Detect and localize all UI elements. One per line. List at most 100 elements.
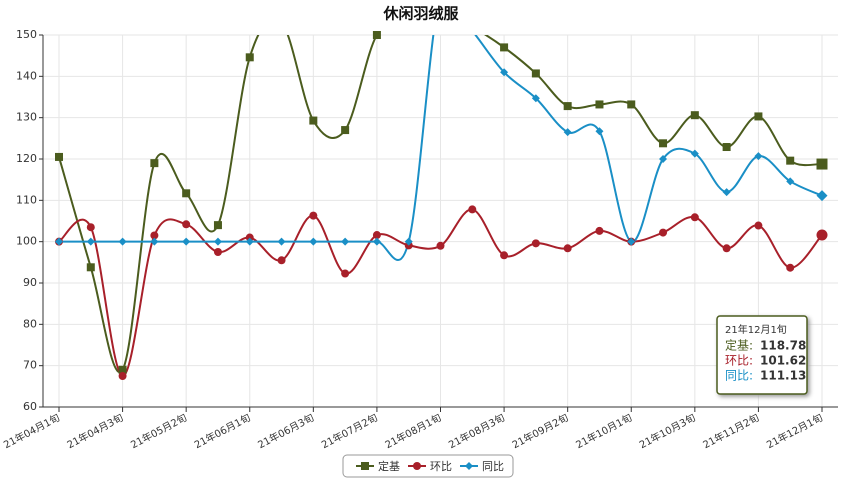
marker [500, 251, 509, 260]
marker [816, 158, 828, 170]
x-tick-label: 21年11月2旬 [701, 411, 762, 451]
marker [86, 237, 95, 246]
marker [500, 43, 509, 52]
x-tick-label: 21年04月1旬 [1, 411, 62, 451]
marker [754, 221, 763, 230]
marker [182, 220, 191, 229]
y-tick-label: 60 [23, 400, 37, 413]
x-tick-label: 21年08月3旬 [446, 411, 507, 451]
y-tick-label: 100 [16, 235, 37, 248]
legend-box [342, 454, 514, 478]
y-tick-label: 150 [16, 28, 37, 41]
marker [372, 231, 381, 240]
tooltip-label: 定基: [725, 338, 753, 353]
x-tick-label: 21年06月3旬 [255, 411, 316, 451]
marker [816, 190, 828, 202]
y-tick-label: 90 [23, 276, 37, 289]
marker [465, 462, 473, 470]
marker [150, 237, 159, 246]
y-tick-label: 110 [16, 193, 37, 206]
legend-label: 同比 [482, 460, 504, 473]
tooltip-label: 环比: [725, 354, 753, 368]
y-tick-label: 120 [16, 152, 37, 165]
marker [500, 68, 509, 77]
x-tick-label: 21年06月1旬 [192, 411, 253, 451]
marker [404, 237, 413, 246]
marker [563, 102, 572, 111]
marker [341, 126, 350, 135]
legend-label: 定基 [378, 459, 400, 473]
marker [277, 256, 286, 265]
marker [55, 152, 63, 161]
y-tick-label: 130 [16, 111, 37, 124]
marker [372, 237, 381, 246]
tooltip-title: 21年12月1旬 [725, 323, 787, 336]
x-tick-label: 21年05月2旬 [128, 411, 189, 451]
marker [722, 244, 731, 253]
x-tick-label: 21年12月1旬 [764, 411, 825, 451]
chart-title: 休闲羽绒服 [382, 5, 459, 23]
marker [309, 211, 318, 220]
series-line [58, 35, 823, 261]
y-tick-label: 140 [16, 69, 37, 82]
tooltip [716, 315, 808, 395]
marker [182, 237, 191, 246]
marker [309, 116, 318, 125]
x-tick-label: 21年09月2旬 [510, 411, 571, 451]
marker [722, 143, 731, 152]
marker [118, 372, 127, 380]
legend-label: 环比 [430, 460, 452, 473]
x-tick-label: 21年08月1旬 [383, 411, 444, 451]
marker [816, 229, 828, 241]
marker [468, 205, 477, 214]
marker [531, 69, 540, 78]
marker [341, 237, 350, 246]
marker [413, 462, 421, 470]
marker [372, 31, 381, 39]
marker [309, 237, 318, 246]
marker [786, 263, 795, 272]
x-tick-label: 21年07月2旬 [319, 411, 380, 451]
y-tick-label: 80 [23, 317, 37, 330]
tooltip-value: 118.78 [760, 339, 806, 353]
marker [436, 241, 445, 250]
tooltip-value: 111.13 [760, 369, 806, 383]
marker [690, 111, 699, 120]
marker [659, 228, 668, 237]
marker [245, 233, 254, 242]
marker [786, 177, 795, 186]
marker [361, 462, 369, 470]
marker [531, 94, 540, 103]
marker [182, 189, 191, 198]
marker [595, 226, 604, 235]
marker [150, 231, 159, 240]
marker [245, 53, 254, 62]
tooltip-value: 101.62 [760, 354, 806, 368]
marker [55, 237, 63, 246]
marker [86, 263, 95, 272]
marker [627, 237, 636, 246]
marker [213, 248, 222, 256]
marker [659, 139, 668, 148]
marker [531, 239, 540, 248]
x-tick-label: 21年04月3旬 [65, 411, 126, 451]
marker [563, 128, 572, 137]
y-tick-label: 70 [23, 359, 37, 372]
marker [722, 188, 731, 197]
marker [595, 100, 604, 109]
marker [150, 159, 159, 168]
marker [627, 100, 636, 109]
x-tick-label: 21年10月3旬 [637, 411, 698, 451]
marker [213, 237, 222, 246]
marker [754, 112, 763, 121]
marker [659, 155, 668, 163]
marker [754, 152, 763, 161]
marker [118, 365, 127, 374]
marker [690, 213, 699, 222]
marker [563, 244, 572, 253]
marker [277, 237, 286, 246]
marker [786, 156, 795, 165]
marker [118, 237, 127, 246]
marker [690, 149, 699, 158]
